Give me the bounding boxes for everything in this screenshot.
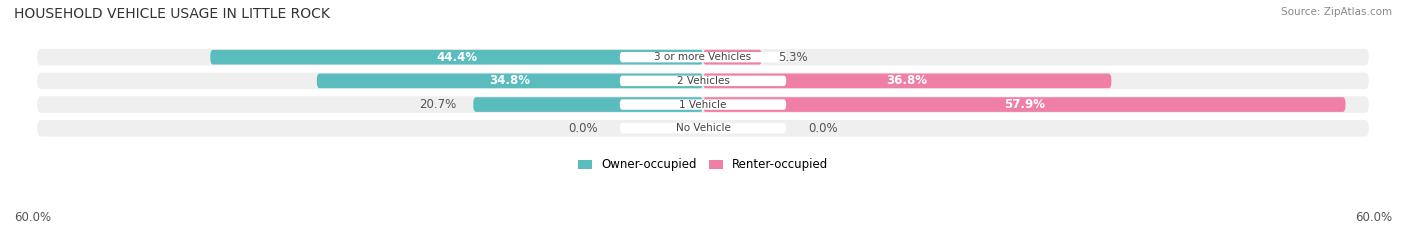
Text: 20.7%: 20.7% <box>419 98 457 111</box>
FancyBboxPatch shape <box>703 97 1346 112</box>
FancyBboxPatch shape <box>316 74 703 88</box>
FancyBboxPatch shape <box>37 120 1369 137</box>
FancyBboxPatch shape <box>620 99 786 110</box>
FancyBboxPatch shape <box>703 50 762 65</box>
Text: 60.0%: 60.0% <box>1355 211 1392 224</box>
Text: 0.0%: 0.0% <box>808 122 838 135</box>
Text: Source: ZipAtlas.com: Source: ZipAtlas.com <box>1281 7 1392 17</box>
Text: 34.8%: 34.8% <box>489 74 530 87</box>
FancyBboxPatch shape <box>37 72 1369 89</box>
FancyBboxPatch shape <box>620 76 786 86</box>
Text: HOUSEHOLD VEHICLE USAGE IN LITTLE ROCK: HOUSEHOLD VEHICLE USAGE IN LITTLE ROCK <box>14 7 330 21</box>
FancyBboxPatch shape <box>703 74 1111 88</box>
Text: 60.0%: 60.0% <box>14 211 51 224</box>
Legend: Owner-occupied, Renter-occupied: Owner-occupied, Renter-occupied <box>578 158 828 171</box>
Text: 44.4%: 44.4% <box>436 51 477 64</box>
Text: 0.0%: 0.0% <box>568 122 598 135</box>
Text: 36.8%: 36.8% <box>887 74 928 87</box>
FancyBboxPatch shape <box>620 52 786 62</box>
FancyBboxPatch shape <box>474 97 703 112</box>
Text: 2 Vehicles: 2 Vehicles <box>676 76 730 86</box>
Text: No Vehicle: No Vehicle <box>675 123 731 133</box>
FancyBboxPatch shape <box>37 49 1369 65</box>
Text: 57.9%: 57.9% <box>1004 98 1045 111</box>
FancyBboxPatch shape <box>211 50 703 65</box>
FancyBboxPatch shape <box>620 123 786 134</box>
Text: 3 or more Vehicles: 3 or more Vehicles <box>654 52 752 62</box>
Text: 1 Vehicle: 1 Vehicle <box>679 99 727 110</box>
Text: 5.3%: 5.3% <box>779 51 808 64</box>
FancyBboxPatch shape <box>37 96 1369 113</box>
